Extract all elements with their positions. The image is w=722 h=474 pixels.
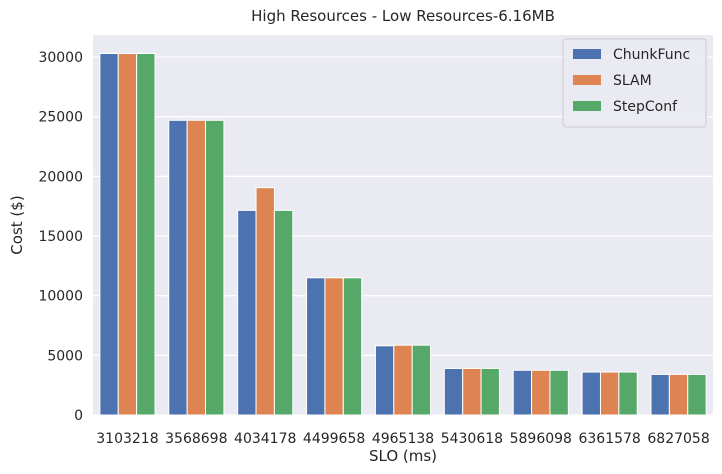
x-tick-label: 6361578 xyxy=(578,431,640,447)
x-tick-label: 5430618 xyxy=(441,431,503,447)
bar-chunkfunc-5430618 xyxy=(443,367,464,416)
legend-swatch-stepconf xyxy=(573,101,601,111)
y-tick-label: 30000 xyxy=(38,50,83,66)
x-tick-label: 6827058 xyxy=(647,431,709,447)
bar-slam-3568698 xyxy=(186,119,207,416)
bar-stepconf-6827058 xyxy=(687,373,707,416)
x-tick-label: 4034178 xyxy=(234,431,296,447)
legend-label-slam: SLAM xyxy=(613,73,652,89)
bar-chunkfunc-3103218 xyxy=(99,52,119,416)
legend-label-chunkfunc: ChunkFunc xyxy=(613,47,690,63)
y-tick-label: 15000 xyxy=(38,229,83,245)
bar-stepconf-3568698 xyxy=(205,119,225,416)
bar-slam-6361578 xyxy=(599,371,620,416)
bar-chunkfunc-3568698 xyxy=(168,119,188,416)
bar-stepconf-5896098 xyxy=(549,369,569,416)
legend-swatch-slam xyxy=(573,75,601,85)
x-tick-labels: 3103218 3568698 4034178 4499658 4965138 54306… xyxy=(96,431,709,447)
y-axis-label: Cost ($) xyxy=(8,195,26,254)
bar-stepconf-4965138 xyxy=(411,344,432,416)
y-tick-labels: 0 5000 10000 15000 20000 25000 30000 xyxy=(38,50,83,424)
bar-chunkfunc-6361578 xyxy=(581,371,601,416)
bar-slam-4965138 xyxy=(393,344,413,416)
bar-chunkfunc-4034178 xyxy=(237,209,257,416)
bar-stepconf-3103218 xyxy=(136,52,156,416)
x-tick-label: 5896098 xyxy=(510,431,572,447)
bar-slam-5430618 xyxy=(462,367,482,416)
bar-slam-4499658 xyxy=(324,277,344,416)
x-tick-label: 3103218 xyxy=(96,431,158,447)
bar-stepconf-5430618 xyxy=(480,367,500,416)
bar-chunkfunc-4499658 xyxy=(306,277,326,416)
bar-chunkfunc-4965138 xyxy=(374,345,395,416)
x-tick-label: 4499658 xyxy=(303,431,365,447)
chart-title: High Resources - Low Resources-6.16MB xyxy=(251,7,555,25)
x-tick-label: 3568698 xyxy=(165,431,227,447)
y-tick-label: 5000 xyxy=(47,348,83,364)
legend-swatch-chunkfunc xyxy=(573,49,601,59)
bar-slam-4034178 xyxy=(255,187,275,416)
bar-stepconf-4499658 xyxy=(342,277,363,416)
bar-slam-6827058 xyxy=(668,373,689,416)
legend: ChunkFunc SLAM StepConf xyxy=(562,38,707,128)
x-tick-label: 4965138 xyxy=(372,431,434,447)
bar-stepconf-4034178 xyxy=(273,209,294,416)
bar-chunkfunc-6827058 xyxy=(650,373,670,416)
y-tick-label: 10000 xyxy=(38,289,83,305)
bar-slam-5896098 xyxy=(531,369,551,416)
y-tick-label: 0 xyxy=(74,408,83,424)
y-tick-label: 20000 xyxy=(38,169,83,185)
legend-label-stepconf: StepConf xyxy=(613,99,678,115)
bar-slam-3103218 xyxy=(117,52,138,416)
x-axis-label: SLO (ms) xyxy=(369,447,437,465)
y-tick-label: 25000 xyxy=(38,110,83,126)
bar-stepconf-6361578 xyxy=(618,371,638,416)
bar-chunkfunc-5896098 xyxy=(512,369,533,416)
bars xyxy=(99,52,707,416)
